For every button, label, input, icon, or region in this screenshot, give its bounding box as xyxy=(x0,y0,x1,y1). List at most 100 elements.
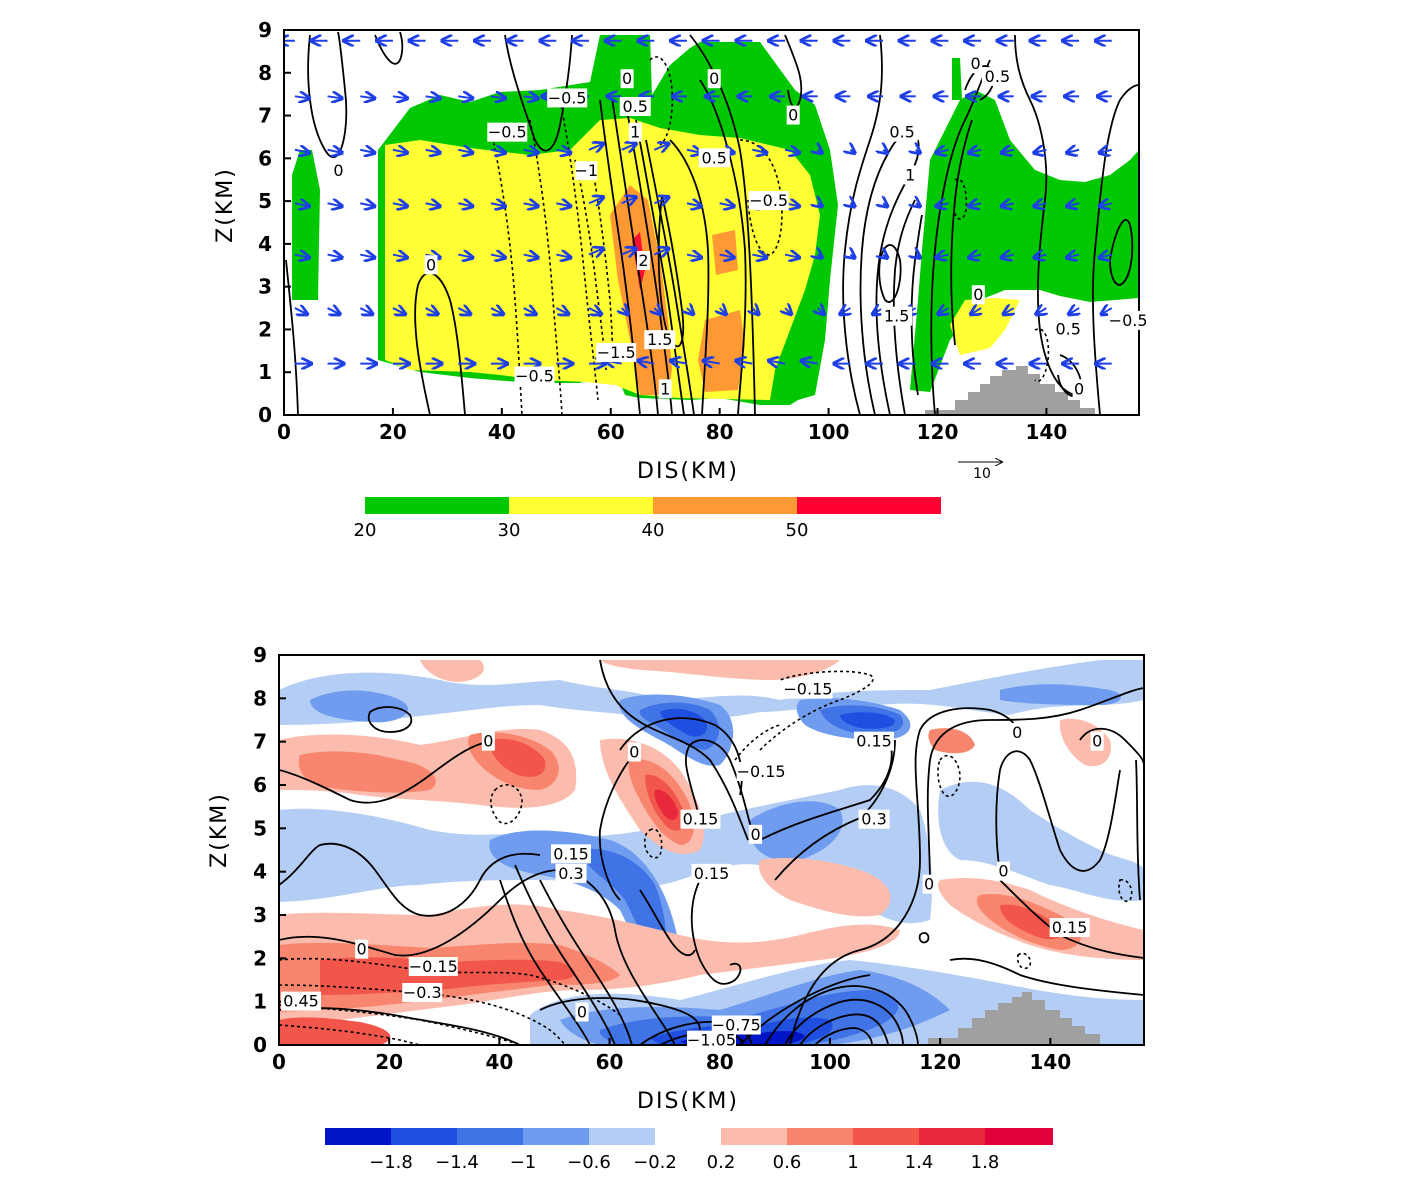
top-x-tick-label: 120 xyxy=(917,420,959,444)
vector-reference: 10 xyxy=(958,462,1002,482)
contour-line xyxy=(645,139,695,415)
top-x-tick-label: 100 xyxy=(808,420,850,444)
wind-vector-arrow xyxy=(556,150,570,153)
contour-label: 1.5 xyxy=(884,307,909,326)
colorbar-label: 40 xyxy=(642,520,665,541)
top-x-tick-label: 80 xyxy=(706,420,734,444)
wind-vector-arrow xyxy=(1004,308,1014,314)
wind-vector-arrow xyxy=(850,255,854,258)
wind-vector-arrow xyxy=(1002,255,1014,258)
contour-line xyxy=(918,932,930,944)
top-plot-frame xyxy=(283,29,1140,416)
wind-vector-arrow xyxy=(490,308,503,314)
contour-label-background xyxy=(749,824,763,844)
contour-label: 0 xyxy=(924,875,934,894)
contour-label: −0.5 xyxy=(515,367,554,386)
wind-vector-arrow xyxy=(818,150,822,153)
contour-label-background xyxy=(481,731,495,751)
contour-label: −0.5 xyxy=(1109,311,1148,330)
contour-line-dashed xyxy=(1118,879,1133,902)
wind-vector-arrow xyxy=(490,203,505,206)
contour-label-background xyxy=(786,105,800,125)
contour-line xyxy=(764,985,919,1045)
bottom-y-tick-label: 5 xyxy=(253,816,267,840)
colorbar-segment xyxy=(523,1128,589,1145)
contour-line-dashed xyxy=(279,957,621,1016)
contour-label: 0.15 xyxy=(694,864,730,883)
contour-line xyxy=(878,244,902,303)
wind-vector-arrow xyxy=(622,308,628,314)
contour-line xyxy=(367,706,413,733)
wind-vector-arrow xyxy=(936,150,949,153)
wind-vector-arrow xyxy=(1100,255,1113,258)
contour-label-background xyxy=(575,1002,589,1022)
bottom-x-tick-label: 40 xyxy=(485,1050,513,1074)
contour-label-background xyxy=(711,1015,761,1035)
contour-label-background xyxy=(969,54,983,74)
wind-vector-arrow xyxy=(818,308,824,314)
diverging-colorbar: −1.8 −1.4 −1 −0.6 −0.2 0.2 0.6 1 1.4 1.8 xyxy=(325,1128,1053,1173)
contour-label-background xyxy=(707,69,721,89)
contour-line xyxy=(639,889,696,957)
wind-vector-arrow xyxy=(1034,150,1047,153)
contour-line xyxy=(950,119,973,346)
bottom-x-tick-label: 140 xyxy=(1029,1050,1071,1074)
contour-line-dashed xyxy=(529,119,563,415)
wind-vector-arrow xyxy=(294,255,309,258)
top-y-tick-label: 1 xyxy=(258,360,272,384)
colorbar-segment xyxy=(721,1128,787,1145)
wind-vector-arrow xyxy=(719,203,734,206)
wind-vector-arrow xyxy=(720,308,726,314)
wind-vector-arrow xyxy=(392,308,405,314)
contour-line-dashed xyxy=(279,1024,421,1045)
wind-vector-arrow xyxy=(719,255,734,258)
contour-label: 1 xyxy=(660,379,670,398)
wind-vector-arrow xyxy=(360,150,374,153)
top-y-tick-label: 2 xyxy=(258,317,272,341)
contour-label-background xyxy=(331,161,345,181)
wind-vector-arrow xyxy=(686,150,701,153)
positive-region xyxy=(1059,718,1111,767)
contour-label: −0.5 xyxy=(488,123,527,142)
contour-label: −0.5 xyxy=(548,88,587,107)
positive-region xyxy=(1000,904,1061,940)
wind-vector-arrow xyxy=(523,203,538,206)
colorbar-segment xyxy=(391,1128,457,1145)
contour-line xyxy=(539,879,633,1045)
top-x-tick-label: 20 xyxy=(379,420,407,444)
wind-vector-arrow xyxy=(588,144,603,150)
colorbar-label: −1 xyxy=(510,1152,537,1173)
contour-line-dashed xyxy=(490,784,523,825)
top-x-tick-label: 60 xyxy=(597,420,625,444)
wind-vector-arrow xyxy=(523,96,538,98)
bottom-y-tick-label: 7 xyxy=(253,730,267,754)
wind-vector-arrow xyxy=(490,96,505,98)
contour-label: 0 xyxy=(1012,723,1022,742)
contour-line xyxy=(684,739,756,841)
wind-vector-arrow xyxy=(327,255,342,258)
reflectivity-20-region xyxy=(910,90,1139,392)
wind-vector-arrow xyxy=(327,96,342,98)
contour-line xyxy=(910,214,923,396)
contour-label-background xyxy=(619,97,651,116)
wind-vector-arrow xyxy=(969,255,982,258)
contour-line xyxy=(611,97,659,415)
wind-vector-arrow xyxy=(704,361,720,364)
contour-label: 0.5 xyxy=(1055,319,1080,338)
colorbar-label: 50 xyxy=(786,520,809,541)
contour-line xyxy=(926,687,1144,886)
contour-label: −0.15 xyxy=(409,957,458,976)
contour-line-dashed xyxy=(279,984,566,1045)
wind-vector-arrow xyxy=(523,308,536,314)
contour-line xyxy=(859,136,911,415)
contour-line xyxy=(499,879,591,1045)
bottom-x-tick-label: 20 xyxy=(375,1050,403,1074)
contour-label: 0.3 xyxy=(861,810,886,829)
wind-vector-arrow xyxy=(1102,308,1112,314)
contour-line xyxy=(599,659,749,841)
contour-label: −0.5 xyxy=(749,191,788,210)
colorbar-segment xyxy=(985,1128,1053,1145)
wind-vector-arrow xyxy=(671,361,688,364)
contour-label: 0.5 xyxy=(623,97,648,116)
